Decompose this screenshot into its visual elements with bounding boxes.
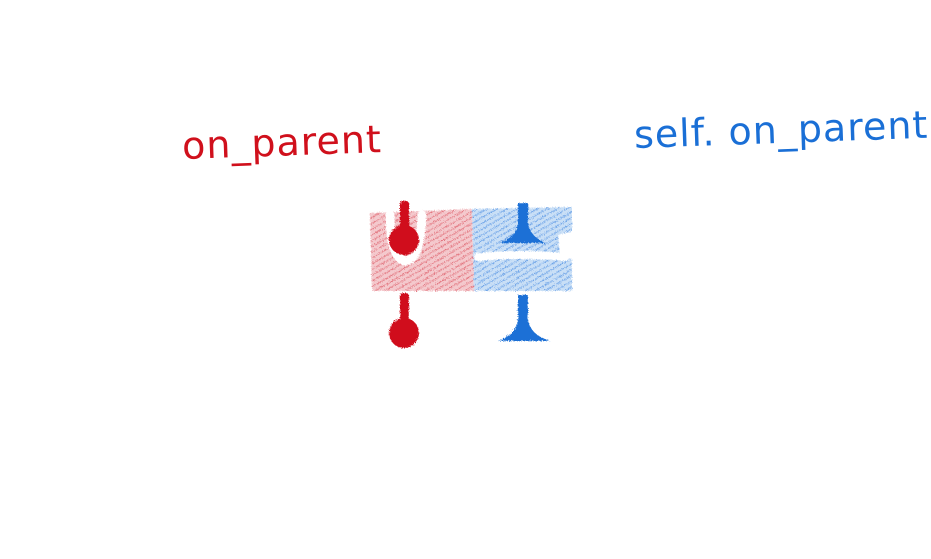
blue-pin-bottom xyxy=(498,295,550,341)
blue-region xyxy=(472,207,572,291)
blue-pin-top xyxy=(500,203,546,243)
red-region xyxy=(370,209,474,291)
label-self-on-parent: self. on_parent xyxy=(633,102,929,157)
red-pin-top xyxy=(389,201,419,255)
red-pin-bottom xyxy=(389,293,419,348)
connection-sketch xyxy=(360,195,590,360)
label-on-parent: on_parent xyxy=(181,117,383,168)
